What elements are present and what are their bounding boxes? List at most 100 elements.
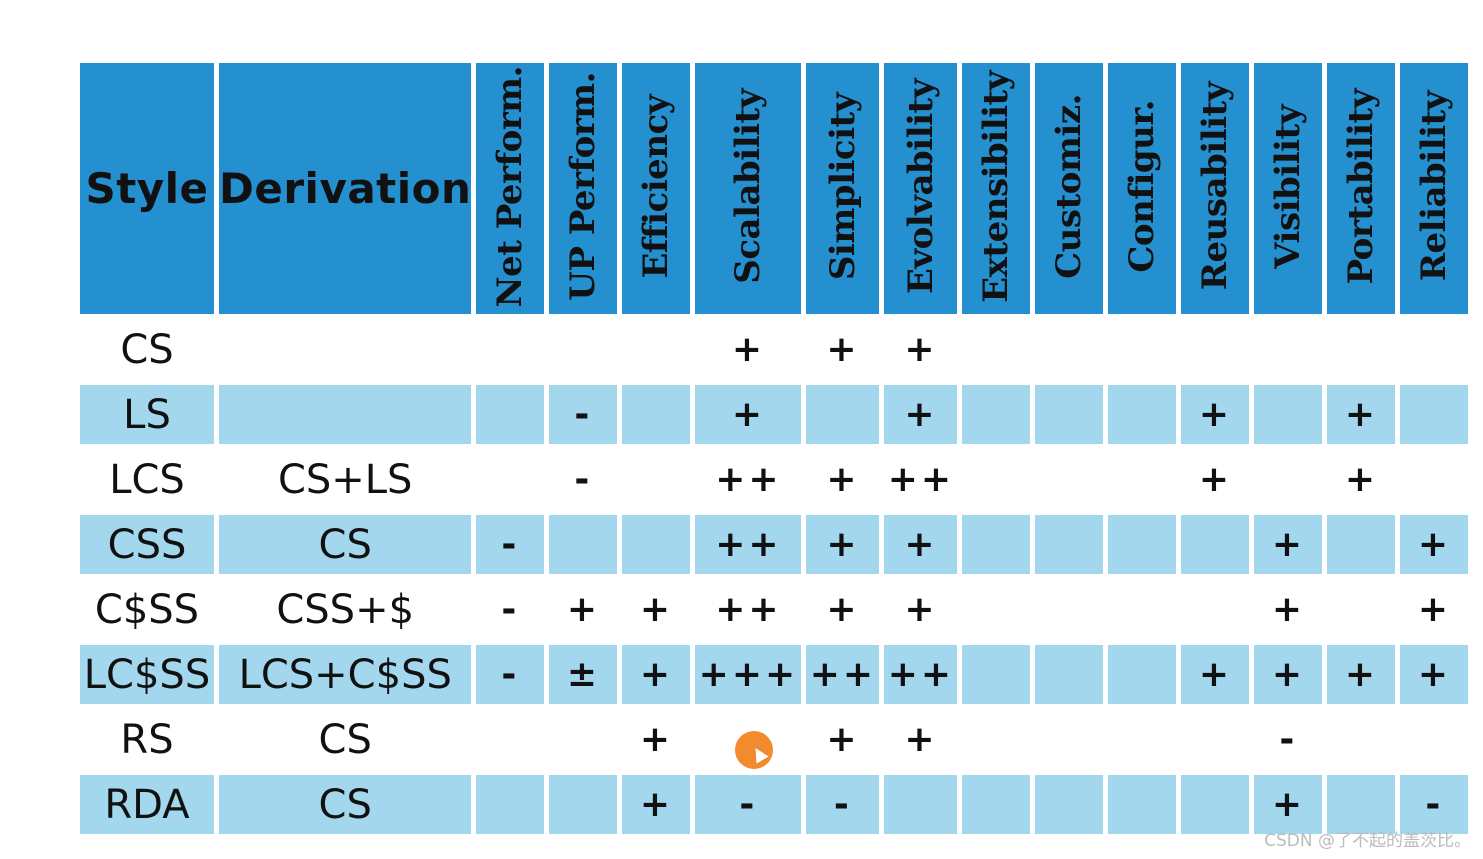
property-cell: + (1181, 645, 1250, 710)
property-cell: + (806, 320, 880, 385)
property-cell: + (622, 645, 691, 710)
header-row: Style Derivation Net Perform. UP Perform… (80, 63, 1469, 320)
table-row: RDA CS + - - + - (80, 775, 1469, 840)
property-cell (549, 515, 618, 580)
property-cell (1400, 450, 1469, 515)
derivation-cell (219, 385, 472, 450)
style-cell: LS (80, 385, 214, 450)
header-label: UP Perform. (563, 72, 604, 301)
header-label: Net Perform. (490, 65, 531, 308)
property-cell (1035, 645, 1104, 710)
property-cell: + (884, 515, 958, 580)
property-cell: ++ (695, 580, 802, 645)
property-cell (549, 320, 618, 385)
header-customiz: Customiz. (1035, 63, 1104, 320)
style-cell: C$SS (80, 580, 214, 645)
property-cell (962, 450, 1031, 515)
header-label: Extensibility (976, 70, 1017, 303)
property-cell: - (476, 580, 545, 645)
style-comparison-table: Style Derivation Net Perform. UP Perform… (75, 63, 1473, 840)
property-cell: ++ (695, 515, 802, 580)
property-cell: + (1400, 580, 1469, 645)
property-cell (1181, 775, 1250, 840)
table-row: CSS CS - ++ + + + + (80, 515, 1469, 580)
property-cell: ++ (806, 645, 880, 710)
property-cell: + (806, 515, 880, 580)
property-cell: - (476, 645, 545, 710)
property-cell: + (622, 710, 691, 775)
property-cell (476, 710, 545, 775)
header-evolvability: Evolvability (884, 63, 958, 320)
property-cell (1108, 515, 1177, 580)
property-cell: + (884, 580, 958, 645)
property-cell (1181, 320, 1250, 385)
property-cell (962, 580, 1031, 645)
property-cell (1254, 320, 1323, 385)
property-cell: + (1254, 775, 1323, 840)
property-cell (622, 515, 691, 580)
header-label: Efficiency (636, 94, 677, 279)
property-cell: - (476, 515, 545, 580)
property-cell (1327, 775, 1396, 840)
derivation-cell: LCS+C$SS (219, 645, 472, 710)
header-label: Portability (1341, 88, 1382, 285)
property-cell (622, 385, 691, 450)
table-row: CS + + + (80, 320, 1469, 385)
property-cell: ++ (695, 450, 802, 515)
derivation-cell: CS (219, 775, 472, 840)
property-cell (1108, 320, 1177, 385)
property-cell (962, 645, 1031, 710)
property-cell (549, 710, 618, 775)
header-label: Customiz. (1049, 94, 1090, 279)
header-reusability: Reusability (1181, 63, 1250, 320)
style-cell: RS (80, 710, 214, 775)
header-label: Scalability (728, 89, 769, 284)
property-cell (476, 775, 545, 840)
property-cell (1400, 385, 1469, 450)
property-cell (1108, 710, 1177, 775)
header-label: Evolvability (900, 78, 941, 295)
property-cell: + (1181, 385, 1250, 450)
property-cell: - (1400, 775, 1469, 840)
style-cell: CS (80, 320, 214, 385)
property-cell: - (549, 450, 618, 515)
property-cell: + (622, 775, 691, 840)
header-label: Simplicity (822, 92, 863, 281)
property-cell: + (1400, 515, 1469, 580)
header-label: Visibility (1268, 104, 1309, 269)
property-cell: ++ (884, 450, 958, 515)
derivation-cell: CS (219, 515, 472, 580)
property-cell (1108, 775, 1177, 840)
property-cell (1254, 385, 1323, 450)
property-cell (476, 450, 545, 515)
property-cell (622, 450, 691, 515)
property-cell: + (884, 710, 958, 775)
style-cell: CSS (80, 515, 214, 580)
header-extensibility: Extensibility (962, 63, 1031, 320)
header-scalability: Scalability (695, 63, 802, 320)
table-row: C$SS CSS+$ - + + ++ + + + + (80, 580, 1469, 645)
property-cell (1035, 385, 1104, 450)
property-cell: + (1327, 645, 1396, 710)
property-cell (1254, 450, 1323, 515)
property-cell: + (806, 580, 880, 645)
property-cell (1327, 515, 1396, 580)
header-label: Configur. (1122, 100, 1163, 273)
property-cell: - (695, 775, 802, 840)
property-cell (1035, 450, 1104, 515)
header-label: Reusability (1195, 82, 1236, 291)
header-efficiency: Efficiency (622, 63, 691, 320)
property-cell (1035, 580, 1104, 645)
mouse-cursor-highlight (735, 731, 773, 769)
property-cell (1035, 515, 1104, 580)
property-cell (1327, 320, 1396, 385)
property-cell: + (695, 320, 802, 385)
property-cell: + (1254, 580, 1323, 645)
property-cell (1035, 320, 1104, 385)
property-cell: - (549, 385, 618, 450)
property-cell: - (1254, 710, 1323, 775)
property-cell (476, 385, 545, 450)
derivation-cell: CS (219, 710, 472, 775)
property-cell: + (1400, 645, 1469, 710)
header-up-perform: UP Perform. (549, 63, 618, 320)
